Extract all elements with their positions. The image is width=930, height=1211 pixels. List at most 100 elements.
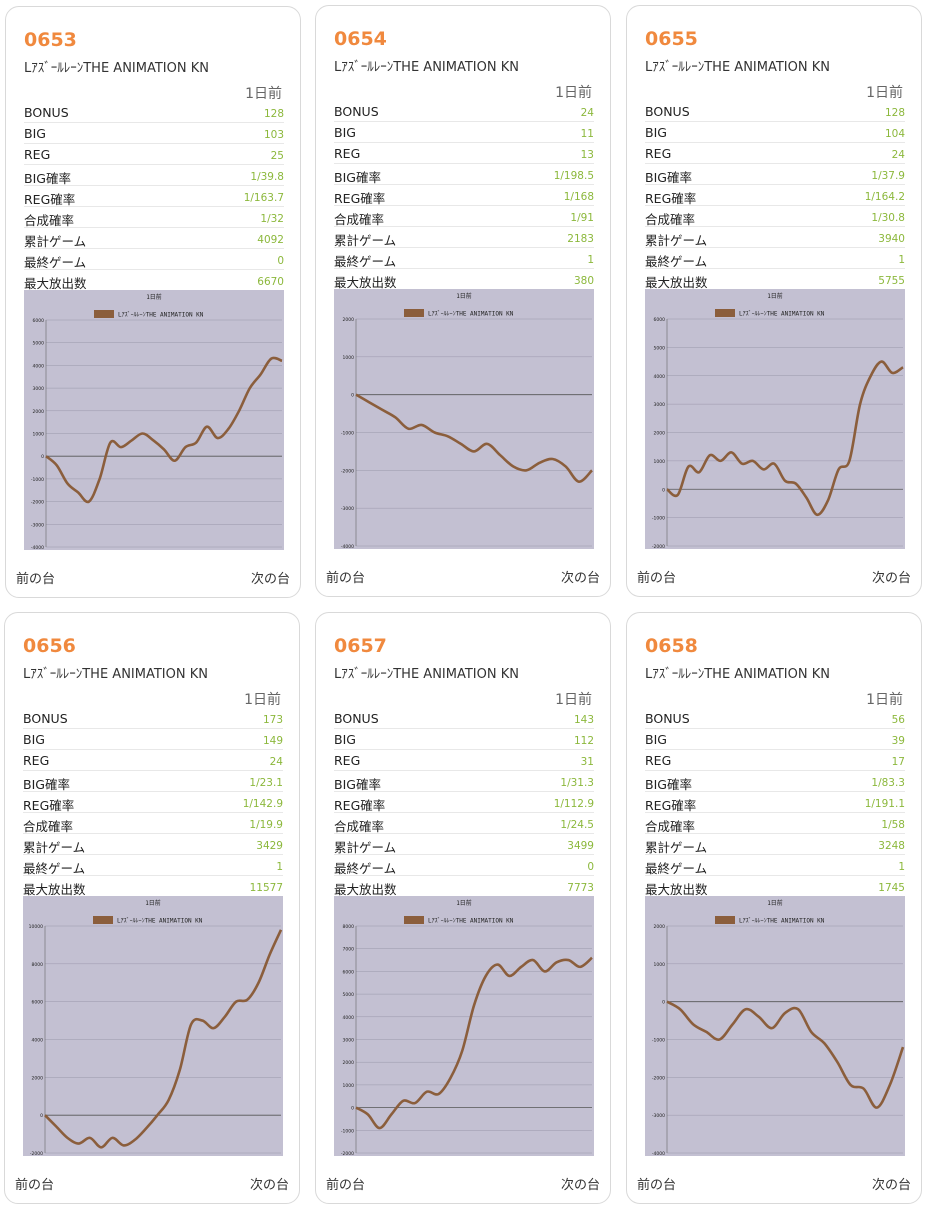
y-tick-label: 4000 — [33, 363, 45, 369]
machine-card: 0655 LｱｽﾞｰﾙﾚｰﾝTHE ANIMATION KN 1日前 BONUS 128… — [626, 5, 922, 597]
stat-label: BIG — [24, 126, 46, 141]
prev-machine-link[interactable]: 前の台 — [637, 571, 677, 586]
stat-label: REG確率 — [645, 191, 697, 206]
stat-label: 合成確率 — [645, 819, 696, 834]
stat-label: BONUS — [645, 711, 690, 726]
stat-value: 6670 — [257, 276, 284, 288]
y-tick-label: 0 — [662, 1000, 665, 1006]
next-machine-link[interactable]: 次の台 — [560, 1178, 600, 1193]
machine-card: 0658 LｱｽﾞｰﾙﾚｰﾝTHE ANIMATION KN 1日前 BONUS 56 B… — [626, 612, 922, 1204]
y-tick-label: 2000 — [343, 317, 355, 323]
day-label: 1日前 — [866, 692, 903, 708]
stat-value: 24 — [891, 149, 905, 161]
stat-label: BIG — [23, 732, 45, 747]
series-line — [666, 1000, 905, 1109]
machine-name: LｱｽﾞｰﾙﾚｰﾝTHE ANIMATION KN — [334, 60, 519, 75]
legend-label: LｱｽﾞｰﾙﾚｰﾝTHE ANIMATION KN — [739, 311, 825, 318]
machine-number[interactable]: 0654 — [334, 28, 387, 50]
stats-row: BIG 112 — [334, 730, 594, 750]
stat-label: REG — [645, 753, 672, 768]
prev-machine-link[interactable]: 前の台 — [326, 1178, 366, 1193]
stat-value: 25 — [270, 150, 284, 162]
y-tick-label: 4000 — [32, 1038, 44, 1044]
prev-machine-link[interactable]: 前の台 — [637, 1178, 677, 1193]
stat-label: 最大放出数 — [24, 276, 87, 291]
series-line — [44, 929, 283, 1149]
prev-machine-link[interactable]: 前の台 — [15, 1178, 55, 1193]
prev-machine-link[interactable]: 前の台 — [16, 572, 56, 587]
y-tick-label: 1000 — [654, 459, 666, 465]
stat-label: BIG確率 — [645, 777, 692, 792]
stat-label: REG — [645, 146, 672, 161]
y-tick-label: -2000 — [341, 1151, 354, 1156]
stat-label: REG確率 — [23, 798, 75, 813]
y-tick-label: 1000 — [343, 1083, 355, 1089]
y-tick-label: 6000 — [33, 318, 45, 324]
stat-label: 合成確率 — [24, 213, 75, 228]
chart-title: 1日前 — [456, 292, 472, 300]
stats-table: BONUS 128 BIG 103 REG 25 BIG確率 1/39.8 REG確率 1/163… — [24, 103, 284, 292]
stat-label: 最終ゲーム — [24, 255, 87, 270]
y-tick-label: 5000 — [343, 992, 355, 998]
y-tick-label: -1000 — [341, 431, 354, 437]
stats-row: 最終ゲーム 0 — [24, 250, 284, 270]
machine-number[interactable]: 0655 — [645, 28, 698, 50]
stat-value: 56 — [891, 714, 905, 726]
slump-chart: 1日前 LｱｽﾞｰﾙﾚｰﾝTHE ANIMATION KN -4000 -3000 -2… — [645, 896, 905, 1156]
y-tick-label: -4000 — [341, 544, 354, 549]
stats-table: BONUS 128 BIG 104 REG 24 BIG確率 1/37.9 REG確率 1/164… — [645, 102, 905, 291]
legend-swatch — [404, 309, 424, 317]
stats-row: REG確率 1/164.2 — [645, 186, 905, 206]
y-tick-label: -1000 — [652, 516, 665, 522]
machine-number[interactable]: 0656 — [23, 635, 76, 657]
stat-label: BIG — [645, 125, 667, 140]
stat-label: BIG確率 — [334, 170, 381, 185]
stat-label: BIG — [334, 125, 356, 140]
y-tick-label: 0 — [351, 1106, 354, 1112]
stat-value: 1 — [898, 254, 905, 266]
stats-row: 累計ゲーム 3940 — [645, 228, 905, 248]
prev-machine-link[interactable]: 前の台 — [326, 571, 366, 586]
stat-value: 39 — [891, 735, 905, 747]
stats-row: REG 24 — [645, 144, 905, 164]
next-machine-link[interactable]: 次の台 — [871, 571, 911, 586]
stat-label: REG確率 — [645, 798, 697, 813]
stat-value: 3248 — [878, 840, 905, 852]
stats-row: 最大放出数 380 — [334, 270, 594, 290]
slump-chart: 1日前 LｱｽﾞｰﾙﾚｰﾝTHE ANIMATION KN -4000 -3000 -2… — [334, 289, 594, 549]
stat-value: 1 — [276, 861, 283, 873]
chart-svg: 1日前 LｱｽﾞｰﾙﾚｰﾝTHE ANIMATION KN -2000 0 2000 40… — [29, 899, 283, 1156]
stats-row: 合成確率 1/24.5 — [334, 814, 594, 834]
legend-swatch — [715, 916, 735, 924]
stats-row: 合成確率 1/30.8 — [645, 207, 905, 227]
stat-label: BIG確率 — [23, 777, 70, 792]
y-tick-label: 2000 — [654, 924, 666, 930]
machine-number[interactable]: 0658 — [645, 635, 698, 657]
next-machine-link[interactable]: 次の台 — [250, 572, 290, 587]
series-line — [355, 393, 593, 483]
stats-row: BONUS 173 — [23, 709, 283, 729]
next-machine-link[interactable]: 次の台 — [560, 571, 600, 586]
next-machine-link[interactable]: 次の台 — [249, 1178, 289, 1193]
next-machine-link[interactable]: 次の台 — [871, 1178, 911, 1193]
machine-number[interactable]: 0657 — [334, 635, 387, 657]
stat-value: 13 — [580, 149, 594, 161]
stat-label: BIG確率 — [24, 171, 71, 186]
machine-card: 0654 LｱｽﾞｰﾙﾚｰﾝTHE ANIMATION KN 1日前 BONUS 24 B… — [315, 5, 611, 597]
legend-label: LｱｽﾞｰﾙﾚｰﾝTHE ANIMATION KN — [739, 918, 825, 925]
y-tick-label: 3000 — [343, 1038, 355, 1044]
legend-label: LｱｽﾞｰﾙﾚｰﾝTHE ANIMATION KN — [117, 918, 203, 925]
chart-svg: 1日前 LｱｽﾞｰﾙﾚｰﾝTHE ANIMATION KN -4000 -3000 -2… — [341, 292, 593, 549]
stats-row: BONUS 128 — [24, 103, 284, 123]
stats-row: BIG確率 1/37.9 — [645, 165, 905, 185]
slump-chart: 1日前 LｱｽﾞｰﾙﾚｰﾝTHE ANIMATION KN -2000 -1000 0 1… — [645, 289, 905, 549]
legend-swatch — [715, 309, 735, 317]
machine-number[interactable]: 0653 — [24, 29, 77, 51]
stats-row: 累計ゲーム 3499 — [334, 835, 594, 855]
legend-label: LｱｽﾞｰﾙﾚｰﾝTHE ANIMATION KN — [428, 311, 514, 318]
stats-row: BIG確率 1/23.1 — [23, 772, 283, 792]
stat-value: 1/83.3 — [871, 777, 905, 789]
y-tick-label: 1000 — [33, 432, 45, 438]
stat-label: REG確率 — [334, 798, 386, 813]
stat-value: 1/168 — [563, 191, 594, 203]
